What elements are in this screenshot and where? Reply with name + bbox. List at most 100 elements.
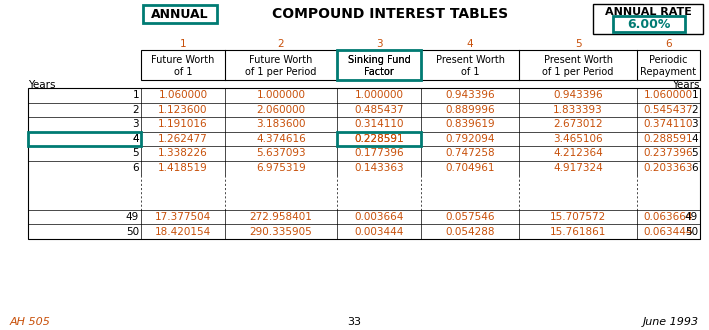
Text: 0.288591: 0.288591 [644, 134, 693, 144]
Text: 3: 3 [376, 39, 382, 49]
Text: Sinking Fund: Sinking Fund [347, 55, 411, 65]
Text: 0.177396: 0.177396 [354, 148, 404, 158]
Text: June 1993: June 1993 [643, 317, 699, 327]
Text: 0.063444: 0.063444 [644, 227, 693, 237]
Text: 1: 1 [133, 90, 139, 100]
Text: COMPOUND INTEREST TABLES: COMPOUND INTEREST TABLES [272, 7, 508, 21]
Text: 290.335905: 290.335905 [250, 227, 313, 237]
Text: 0.704961: 0.704961 [445, 163, 495, 173]
Text: 3: 3 [133, 119, 139, 129]
Text: 2.060000: 2.060000 [257, 105, 306, 115]
Text: 0.003664: 0.003664 [354, 212, 403, 222]
Text: Factor: Factor [364, 67, 394, 77]
Text: 1.833393: 1.833393 [553, 105, 603, 115]
Bar [613, 16, 685, 32]
Text: 2: 2 [133, 105, 139, 115]
Text: 0.943396: 0.943396 [445, 90, 495, 100]
Text: of 1: of 1 [174, 67, 192, 77]
Text: 0.228591: 0.228591 [354, 134, 404, 144]
Text: 49: 49 [685, 212, 698, 222]
Bar [593, 4, 703, 34]
Text: 1: 1 [691, 90, 698, 100]
Text: 0.485437: 0.485437 [354, 105, 404, 115]
Text: 0.839619: 0.839619 [445, 119, 495, 129]
Text: 0.792094: 0.792094 [445, 134, 495, 144]
Text: Present Worth: Present Worth [544, 55, 613, 65]
Bar [143, 5, 217, 23]
Bar [141, 50, 700, 80]
Text: 0.003444: 0.003444 [354, 227, 403, 237]
Text: 15.761861: 15.761861 [549, 227, 606, 237]
Text: 0.943396: 0.943396 [553, 90, 603, 100]
Text: 17.377504: 17.377504 [155, 212, 211, 222]
Text: 272.958401: 272.958401 [250, 212, 313, 222]
Text: 4: 4 [133, 134, 139, 144]
Text: 3.183600: 3.183600 [256, 119, 306, 129]
Text: 5: 5 [691, 148, 698, 158]
Text: 1.123600: 1.123600 [158, 105, 208, 115]
Text: 15.707572: 15.707572 [550, 212, 606, 222]
Text: 5.637093: 5.637093 [256, 148, 306, 158]
Text: 5: 5 [575, 39, 581, 49]
Text: 1.262477: 1.262477 [158, 134, 208, 144]
Text: 4: 4 [691, 134, 698, 144]
Text: 50: 50 [685, 227, 698, 237]
Text: AH 505: AH 505 [10, 317, 51, 327]
Text: of 1: of 1 [461, 67, 479, 77]
Text: 0.889996: 0.889996 [445, 105, 495, 115]
Text: 0.374110: 0.374110 [644, 119, 693, 129]
Text: 1.000000: 1.000000 [257, 90, 306, 100]
Bar [28, 131, 141, 146]
Text: 18.420154: 18.420154 [155, 227, 211, 237]
Text: 1.000000: 1.000000 [354, 90, 403, 100]
Text: 4.374616: 4.374616 [256, 134, 306, 144]
Text: 6: 6 [691, 163, 698, 173]
Text: 6: 6 [665, 39, 672, 49]
Text: Future Worth: Future Worth [250, 55, 313, 65]
Text: 0.314110: 0.314110 [354, 119, 403, 129]
Text: 4.917324: 4.917324 [553, 163, 603, 173]
Text: 6.00%: 6.00% [627, 17, 671, 30]
Text: 1.418519: 1.418519 [158, 163, 208, 173]
Text: 49: 49 [125, 212, 139, 222]
Bar [337, 50, 421, 80]
Text: 2: 2 [691, 105, 698, 115]
Text: 4: 4 [133, 134, 139, 144]
Text: Present Worth: Present Worth [435, 55, 505, 65]
Text: Years: Years [28, 80, 55, 90]
Text: 1.338226: 1.338226 [158, 148, 208, 158]
Text: 4.212364: 4.212364 [553, 148, 603, 158]
Text: 6: 6 [133, 163, 139, 173]
Text: 0.228591: 0.228591 [354, 134, 404, 144]
Text: Future Worth: Future Worth [151, 55, 215, 65]
Text: 5: 5 [133, 148, 139, 158]
Text: 0.237396: 0.237396 [644, 148, 693, 158]
Text: 1.060000: 1.060000 [644, 90, 693, 100]
Text: 0.747258: 0.747258 [445, 148, 495, 158]
Text: 1.060000: 1.060000 [158, 90, 208, 100]
Text: 33: 33 [347, 317, 361, 327]
Text: 2: 2 [278, 39, 284, 49]
Text: Periodic: Periodic [649, 55, 688, 65]
Text: Sinking Fund: Sinking Fund [347, 55, 411, 65]
Text: Repayment: Repayment [640, 67, 696, 77]
Text: 0.063664: 0.063664 [644, 212, 693, 222]
Text: 0.203363: 0.203363 [644, 163, 693, 173]
Text: 0.054288: 0.054288 [445, 227, 495, 237]
Text: 3: 3 [691, 119, 698, 129]
Text: 0.057546: 0.057546 [445, 212, 495, 222]
Bar [28, 88, 700, 239]
Text: 1: 1 [179, 39, 186, 49]
Text: ANNUAL RATE: ANNUAL RATE [605, 7, 691, 17]
Text: 50: 50 [126, 227, 139, 237]
Text: 2.673012: 2.673012 [553, 119, 603, 129]
Text: 0.545437: 0.545437 [644, 105, 693, 115]
Text: Factor: Factor [364, 67, 394, 77]
Text: 3.465106: 3.465106 [553, 134, 603, 144]
Text: ANNUAL: ANNUAL [151, 8, 209, 20]
Bar [337, 131, 421, 146]
Text: 1.191016: 1.191016 [158, 119, 208, 129]
Text: 0.143363: 0.143363 [354, 163, 404, 173]
Text: Years: Years [673, 80, 700, 90]
Text: 6.975319: 6.975319 [256, 163, 306, 173]
